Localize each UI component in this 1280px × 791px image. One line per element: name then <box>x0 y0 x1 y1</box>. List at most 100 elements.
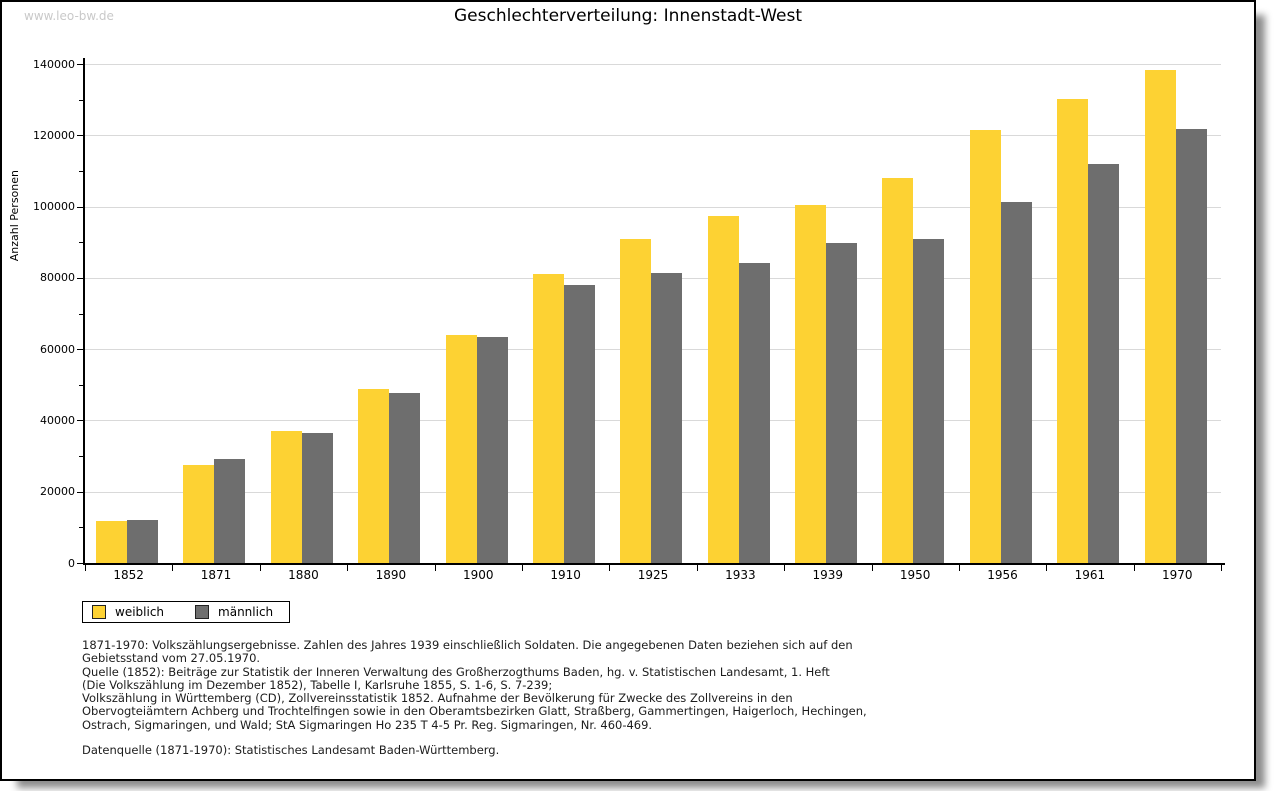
x-axis-tick-label: 1925 <box>637 568 669 582</box>
footnote-line: Obervogteiämtern Achberg und Trochtelfin… <box>82 704 867 719</box>
y-axis-tick-label: 140000 <box>33 57 75 71</box>
y-major-tick <box>77 277 84 279</box>
footnote-line: Volkszählung in Württemberg (CD), Zollve… <box>82 691 793 706</box>
x-axis-tick-label: 1910 <box>550 568 581 582</box>
legend-label-maennlich: männlich <box>218 605 274 619</box>
bar-weiblich-1970 <box>1144 69 1176 563</box>
x-axis-tick-label: 1939 <box>812 568 844 582</box>
watermark-text: www.leo-bw.de <box>24 9 114 23</box>
bar-maennlich-1961 <box>1088 163 1120 563</box>
legend-label-weiblich: weiblich <box>115 605 165 619</box>
bar-weiblich-1852 <box>96 520 127 563</box>
x-boundary-tick <box>172 565 174 571</box>
footnote-line: 1871-1970: Volkszählungsergebnisse. Zahl… <box>82 638 853 652</box>
y-axis-tick-label: 80000 <box>40 271 75 285</box>
y-minor-tick <box>79 242 84 244</box>
legend-swatch-weiblich <box>92 605 106 619</box>
bar-maennlich-1970 <box>1175 129 1207 563</box>
y-axis-tick-label: 100000 <box>33 200 75 214</box>
y-axis-title: Anzahl Personen <box>6 62 22 261</box>
bar-weiblich-1939 <box>795 204 827 563</box>
x-axis-tick-label: 1890 <box>375 568 407 582</box>
bar-maennlich-1950 <box>913 238 945 563</box>
y-major-tick <box>77 64 84 65</box>
x-boundary-tick <box>347 565 349 571</box>
x-boundary-tick <box>1133 565 1135 571</box>
gridline <box>85 206 1221 208</box>
y-minor-tick <box>79 170 84 172</box>
bar-weiblich-1871 <box>183 464 215 563</box>
chart-frame: www.leo-bw.de Geschlechterverteilung: In… <box>0 0 1256 781</box>
x-axis-tick-label: 1961 <box>1074 568 1106 582</box>
y-minor-tick <box>79 384 84 386</box>
x-axis-tick-label: 1933 <box>725 568 756 582</box>
x-boundary-tick <box>609 565 611 571</box>
bar-maennlich-1933 <box>738 262 770 563</box>
x-axis-line <box>83 563 1225 565</box>
bar-weiblich-1925 <box>620 238 652 563</box>
y-major-tick <box>77 420 84 422</box>
footnote-block: 1871-1970: Volkszählungsergebnisse. Zahl… <box>82 638 1182 732</box>
bar-maennlich-1939 <box>826 242 858 563</box>
bar-weiblich-1900 <box>445 334 477 563</box>
bar-maennlich-1880 <box>301 432 333 563</box>
x-axis-tick-label: 1871 <box>200 568 232 582</box>
y-axis-tick-label: 40000 <box>40 413 75 427</box>
y-axis-title-text: Anzahl Personen <box>8 170 21 262</box>
gridline <box>85 135 1221 137</box>
gridline <box>85 64 1221 65</box>
bar-weiblich-1890 <box>358 388 390 563</box>
bar-weiblich-1880 <box>270 430 302 563</box>
y-major-tick <box>77 563 84 564</box>
y-major-tick <box>77 135 84 137</box>
footnote-line: Gebietsstand vom 27.05.1970. <box>82 651 261 666</box>
bar-weiblich-1910 <box>532 273 564 563</box>
y-minor-tick <box>79 313 84 315</box>
x-boundary-tick <box>1046 565 1048 571</box>
x-boundary-tick <box>871 565 873 571</box>
y-axis-line <box>83 58 85 565</box>
bar-maennlich-1956 <box>1000 201 1032 563</box>
plot-area <box>85 64 1221 563</box>
y-minor-tick <box>79 99 84 101</box>
x-axis-tick-label: 1950 <box>899 568 931 582</box>
legend: weiblich männlich <box>82 601 290 623</box>
x-axis-tick-label: 1880 <box>288 568 319 582</box>
y-axis-tick-label: 20000 <box>40 485 75 499</box>
x-boundary-tick <box>85 565 86 571</box>
x-axis-tick-label: 1852 <box>113 568 144 582</box>
bar-maennlich-1925 <box>651 272 683 563</box>
x-boundary-tick <box>434 565 436 571</box>
bar-weiblich-1961 <box>1057 98 1089 563</box>
y-axis-tick-label: 120000 <box>33 128 75 142</box>
bar-weiblich-1933 <box>707 215 739 563</box>
x-boundary-tick <box>784 565 786 571</box>
footnote-line: Quelle (1852): Beiträge zur Statistik de… <box>82 664 830 679</box>
footnote-line: Ostrach, Sigmaringen, und Wald; StA Sigm… <box>82 717 653 732</box>
x-boundary-tick <box>521 565 523 571</box>
y-major-tick <box>77 491 84 493</box>
bar-weiblich-1950 <box>882 177 914 563</box>
bar-weiblich-1956 <box>969 130 1001 563</box>
y-major-tick <box>77 349 84 351</box>
y-axis-tick-label: 60000 <box>40 342 75 356</box>
x-boundary-tick <box>958 565 960 571</box>
x-axis-tick-label: 1900 <box>462 568 494 582</box>
bar-maennlich-1890 <box>389 392 421 563</box>
x-boundary-tick <box>259 565 261 571</box>
chart-title: Geschlechterverteilung: Innenstadt-West <box>453 6 802 26</box>
x-boundary-tick <box>696 565 698 571</box>
y-major-tick <box>77 206 84 208</box>
bar-maennlich-1852 <box>127 519 158 563</box>
bar-maennlich-1871 <box>214 458 246 563</box>
bar-maennlich-1910 <box>563 284 595 563</box>
datasource-line: Datenquelle (1871-1970): Statistisches L… <box>82 743 500 757</box>
y-minor-tick <box>79 456 84 458</box>
footnote-line: (Die Volkszählung im Dezember 1852), Tab… <box>82 677 553 692</box>
x-boundary-tick <box>1221 565 1222 571</box>
legend-swatch-maennlich <box>195 605 210 619</box>
bar-maennlich-1900 <box>476 336 508 563</box>
y-axis-tick-label: 0 <box>68 556 75 570</box>
x-axis-tick-label: 1970 <box>1162 568 1193 582</box>
y-minor-tick <box>79 527 84 529</box>
